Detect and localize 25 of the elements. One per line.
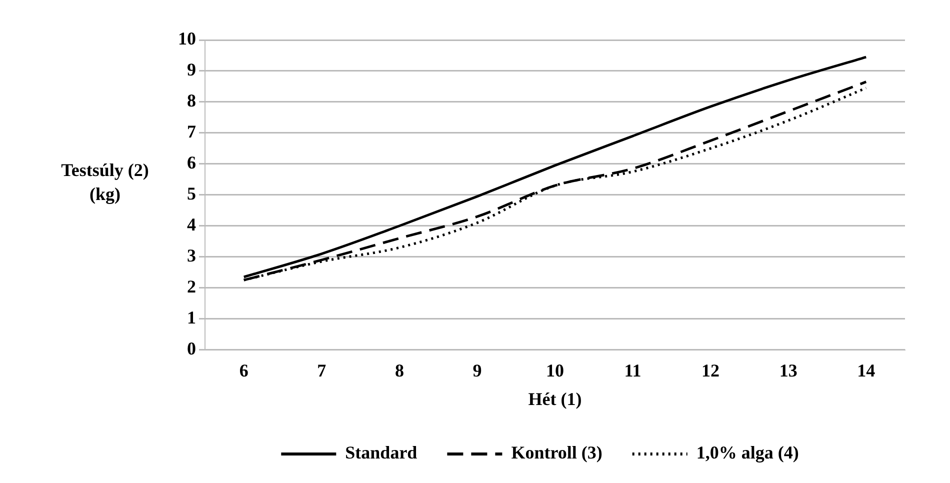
y-tick-label: 4 bbox=[187, 214, 196, 235]
x-tick-label: 11 bbox=[624, 360, 642, 380]
x-tick-label: 9 bbox=[472, 360, 482, 380]
x-tick-label: 13 bbox=[779, 360, 798, 380]
x-tick-label: 7 bbox=[317, 360, 326, 380]
x-tick-label: 10 bbox=[546, 360, 564, 380]
y-tick-label: 2 bbox=[187, 276, 196, 296]
y-tick-label: 6 bbox=[187, 152, 196, 173]
x-tick-label: 6 bbox=[239, 360, 248, 380]
x-tick-label: 14 bbox=[857, 360, 876, 380]
x-tick-label: 12 bbox=[702, 360, 720, 380]
y-tick-label: 7 bbox=[187, 122, 196, 142]
legend-label: Kontroll (3) bbox=[511, 442, 602, 463]
y-tick-label: 5 bbox=[187, 184, 196, 204]
x-tick-label: 8 bbox=[394, 360, 404, 380]
legend-label: 1,0% alga (4) bbox=[696, 442, 799, 463]
y-tick-label: 10 bbox=[178, 28, 196, 49]
y-tick-label: 3 bbox=[187, 246, 196, 266]
y-tick-label: 8 bbox=[187, 90, 196, 111]
legend-label: Standard bbox=[345, 442, 418, 463]
y-tick-label: 1 bbox=[187, 307, 196, 328]
y-tick-label: 9 bbox=[187, 60, 196, 80]
x-axis-title: Hét (1) bbox=[528, 388, 582, 409]
y-tick-label: 0 bbox=[187, 338, 196, 358]
y-axis-title: Testsúly (2) (kg) bbox=[60, 159, 150, 206]
